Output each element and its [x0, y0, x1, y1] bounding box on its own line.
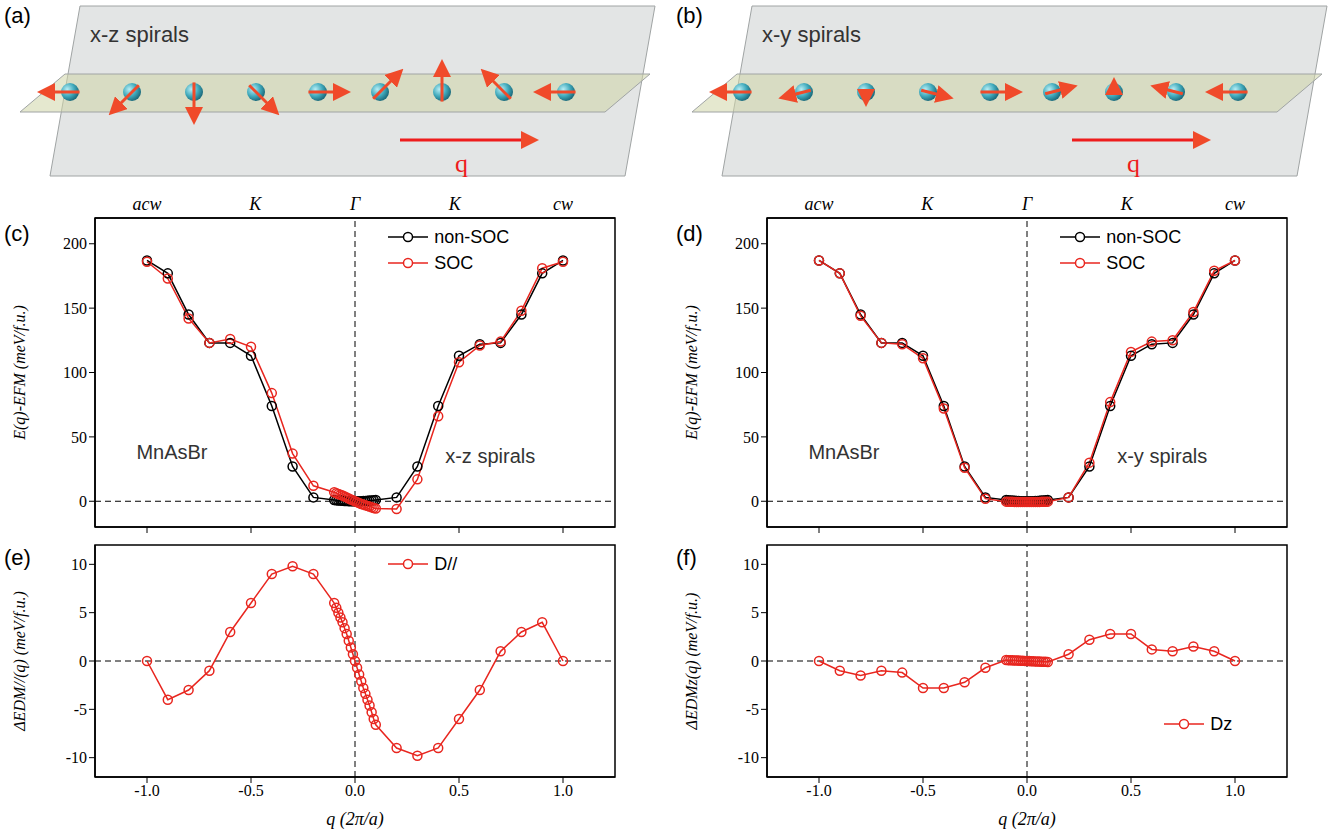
svg-text:0.0: 0.0	[345, 782, 365, 799]
svg-text:200: 200	[735, 235, 759, 252]
svg-text:Γ: Γ	[1021, 194, 1033, 214]
svg-text:q (2π/a): q (2π/a)	[998, 809, 1056, 830]
svg-text:150: 150	[735, 300, 759, 317]
svg-text:0.5: 0.5	[449, 782, 469, 799]
html-text:non-SOC: non-SOC	[1106, 226, 1182, 247]
svg-text:100: 100	[63, 364, 87, 381]
svg-text:x-y spirals: x-y spirals	[762, 22, 861, 47]
svg-text:5: 5	[79, 604, 87, 621]
html-text:(d): (d)	[676, 221, 703, 246]
svg-text:MnAsBr: MnAsBr	[808, 441, 879, 463]
svg-text:10: 10	[71, 556, 87, 573]
svg-text:q: q	[1127, 149, 1140, 178]
svg-text:x-z spirals: x-z spirals	[445, 445, 535, 467]
html-text:(b): (b)	[676, 3, 703, 28]
svg-text:200: 200	[63, 235, 87, 252]
svg-text:K: K	[1120, 194, 1134, 214]
svg-text:E(q)-EFM (meV/f.u.): E(q)-EFM (meV/f.u.)	[11, 305, 29, 441]
svg-text:-5: -5	[746, 701, 759, 718]
svg-text:acw: acw	[133, 194, 162, 214]
svg-text:0.5: 0.5	[1121, 782, 1141, 799]
html-text:(e): (e)	[4, 545, 31, 570]
html-text:SOC: SOC	[434, 252, 474, 273]
svg-text:-10: -10	[738, 749, 759, 766]
svg-text:K: K	[248, 194, 262, 214]
svg-text:50: 50	[71, 429, 87, 446]
svg-text:10: 10	[743, 556, 759, 573]
svg-text:0.0: 0.0	[1017, 782, 1037, 799]
svg-text:1.0: 1.0	[1225, 782, 1245, 799]
html-text:D//: D//	[434, 553, 458, 574]
svg-text:-0.5: -0.5	[238, 782, 263, 799]
svg-text:1.0: 1.0	[553, 782, 573, 799]
svg-text:K: K	[448, 194, 462, 214]
svg-text:-1.0: -1.0	[134, 782, 159, 799]
svg-text:cw: cw	[1225, 194, 1245, 214]
svg-text:Γ: Γ	[349, 194, 361, 214]
svg-text:acw: acw	[805, 194, 834, 214]
svg-text:cw: cw	[553, 194, 573, 214]
svg-text:q (2π/a): q (2π/a)	[326, 809, 384, 830]
svg-text:E(q)-EFM (meV/f.u.): E(q)-EFM (meV/f.u.)	[683, 305, 701, 441]
svg-text:150: 150	[63, 300, 87, 317]
svg-text:0: 0	[751, 493, 759, 510]
svg-text:-5: -5	[74, 701, 87, 718]
svg-text:ΔEDMz(q) (meV/f.u.): ΔEDMz(q) (meV/f.u.)	[683, 593, 701, 731]
svg-text:q: q	[455, 149, 468, 178]
svg-text:-0.5: -0.5	[910, 782, 935, 799]
html-text:(f): (f)	[676, 545, 697, 570]
html-text:(a): (a)	[4, 3, 31, 28]
svg-text:0: 0	[79, 493, 87, 510]
svg-text:0: 0	[79, 653, 87, 670]
svg-text:0: 0	[751, 653, 759, 670]
html-text:SOC: SOC	[1106, 252, 1146, 273]
html-text:(c): (c)	[4, 221, 30, 246]
html-text:non-SOC: non-SOC	[434, 226, 510, 247]
svg-text:50: 50	[743, 429, 759, 446]
svg-text:5: 5	[751, 604, 759, 621]
svg-text:x-z spirals: x-z spirals	[90, 22, 189, 47]
svg-text:-10: -10	[66, 749, 87, 766]
svg-text:x-y spirals: x-y spirals	[1117, 445, 1207, 467]
svg-text:-1.0: -1.0	[806, 782, 831, 799]
svg-text:K: K	[920, 194, 934, 214]
svg-text:ΔEDM//(q) (meV/f.u.): ΔEDM//(q) (meV/f.u.)	[11, 591, 29, 732]
svg-text:MnAsBr: MnAsBr	[136, 441, 207, 463]
html-text:Dz: Dz	[1210, 713, 1233, 734]
svg-text:100: 100	[735, 364, 759, 381]
